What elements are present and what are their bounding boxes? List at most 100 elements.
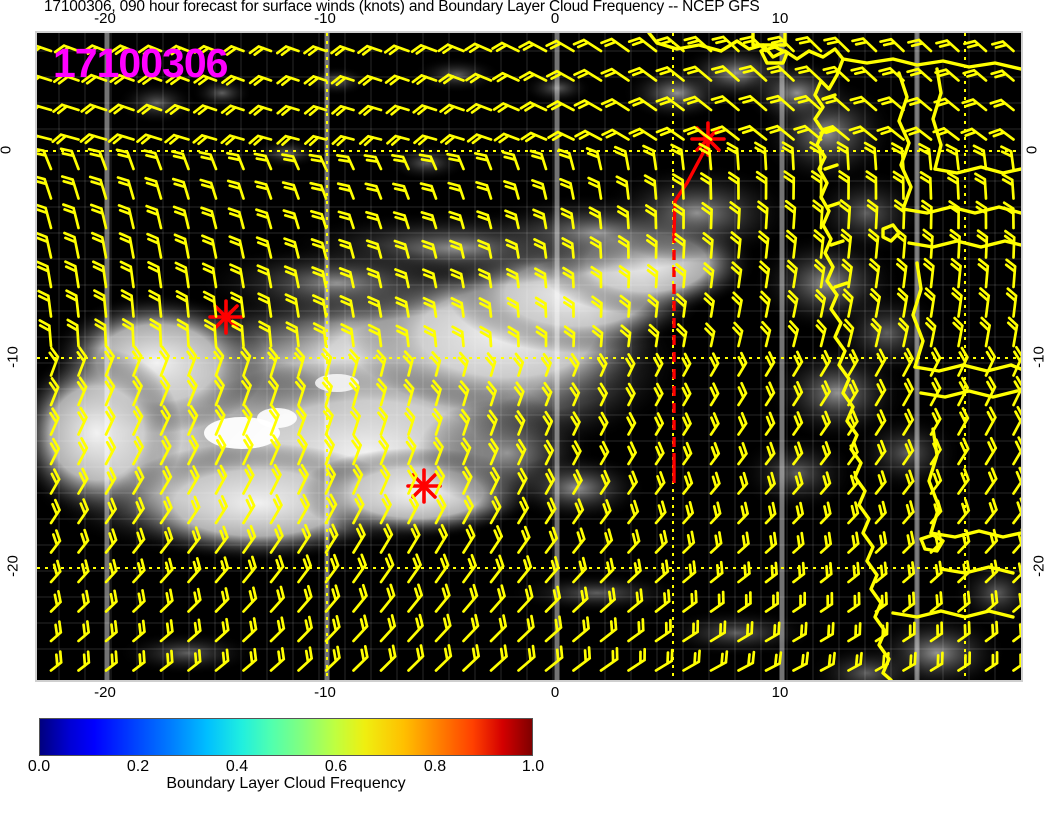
wind-barb <box>572 527 586 554</box>
wind-barb <box>793 124 823 141</box>
wind-barb <box>430 351 442 377</box>
wind-barb <box>863 141 878 171</box>
wind-barb <box>489 495 502 525</box>
wind-barb <box>654 412 665 436</box>
wind-barb <box>819 501 832 525</box>
wind-barb <box>192 104 218 116</box>
wind-barb <box>171 177 190 200</box>
axis-tick-bottom: -20 <box>94 684 116 701</box>
wind-barb <box>709 620 727 643</box>
wind-barb <box>434 494 447 525</box>
wind-barb <box>702 232 714 259</box>
wind-barb <box>303 75 328 87</box>
wind-barb <box>681 352 692 377</box>
wind-barb <box>364 182 383 200</box>
wind-barb <box>486 380 497 407</box>
wind-barb <box>108 103 135 115</box>
wind-barb <box>868 258 881 289</box>
wind-barb <box>187 557 202 584</box>
wind-barb <box>517 525 531 554</box>
map-plot-area[interactable]: 17100306 <box>35 31 1023 682</box>
wind-barb <box>972 144 988 171</box>
wind-barb <box>269 616 286 643</box>
wind-barb <box>38 319 53 348</box>
wind-barb <box>588 206 603 230</box>
wind-barb <box>653 352 664 377</box>
wind-barb <box>336 154 355 171</box>
wind-barb <box>466 133 493 145</box>
wind-barb <box>655 36 685 53</box>
wind-barb <box>419 182 438 200</box>
wind-barb <box>268 404 280 436</box>
wind-barb <box>421 268 438 289</box>
wind-barb <box>242 464 255 495</box>
wind-barb <box>297 554 313 584</box>
wind-barb <box>366 267 383 289</box>
wind-barb <box>726 141 740 171</box>
wind-barb <box>760 320 772 348</box>
wind-barb <box>104 650 118 672</box>
axis-tick-top: -10 <box>314 10 336 27</box>
wind-barb <box>91 260 108 289</box>
colorbar <box>39 718 533 756</box>
wind-barb <box>874 621 889 643</box>
wind-barb <box>819 441 832 466</box>
wind-barb <box>906 67 933 82</box>
wind-barb <box>379 583 396 613</box>
wind-barb <box>136 133 163 145</box>
wind-barb <box>276 134 300 146</box>
wind-barb <box>643 174 658 200</box>
wind-barb <box>627 558 642 584</box>
wind-barb <box>363 154 383 171</box>
wind-barb <box>402 350 414 377</box>
wind-barb <box>531 179 548 200</box>
wind-barb <box>489 584 506 613</box>
wind-barb <box>619 294 631 318</box>
wind-barb <box>513 352 525 377</box>
wind-barb <box>297 523 312 554</box>
wind-barb <box>231 319 245 348</box>
wind-barb <box>532 208 548 230</box>
wind-barb <box>407 613 424 643</box>
axis-tick-right: 0 <box>1023 145 1041 155</box>
wind-barb <box>984 498 998 525</box>
colorbar-tick: 0.4 <box>225 758 249 775</box>
wind-barb-field <box>37 35 1021 672</box>
wind-barb <box>654 589 671 613</box>
wind-barb <box>764 411 776 436</box>
wind-barb <box>423 325 438 348</box>
wind-barb <box>464 42 493 54</box>
wind-barb <box>812 199 824 230</box>
wind-barb <box>642 144 658 171</box>
wind-barb <box>627 618 645 643</box>
wind-barb <box>589 236 603 259</box>
wind-barb <box>165 44 190 56</box>
wind-barb <box>984 559 999 584</box>
wind-barb <box>544 497 557 525</box>
axis-tick-bottom: -10 <box>314 684 336 701</box>
wind-barb <box>37 133 53 145</box>
wind-barb <box>376 378 388 407</box>
wind-barb <box>929 347 942 377</box>
wind-barb <box>77 528 90 554</box>
wind-barb <box>838 170 850 200</box>
wind-barb <box>869 288 881 318</box>
wind-barb <box>53 44 80 56</box>
wind-barb <box>49 437 61 466</box>
wind-barb <box>976 229 989 259</box>
wind-barb <box>386 134 410 146</box>
wind-barb <box>764 501 777 525</box>
wind-barb <box>876 125 905 141</box>
wind-barb <box>475 181 493 200</box>
wind-barb <box>458 380 470 407</box>
wind-barb <box>821 95 850 112</box>
wind-barb <box>766 94 795 112</box>
wind-barb <box>240 346 252 377</box>
wind-barb <box>132 375 143 407</box>
wind-barb <box>681 382 692 407</box>
wind-barb <box>392 211 410 230</box>
wind-barb <box>709 471 721 495</box>
wind-barb <box>379 493 392 525</box>
wind-barb <box>187 495 201 525</box>
wind-barb <box>709 352 720 377</box>
